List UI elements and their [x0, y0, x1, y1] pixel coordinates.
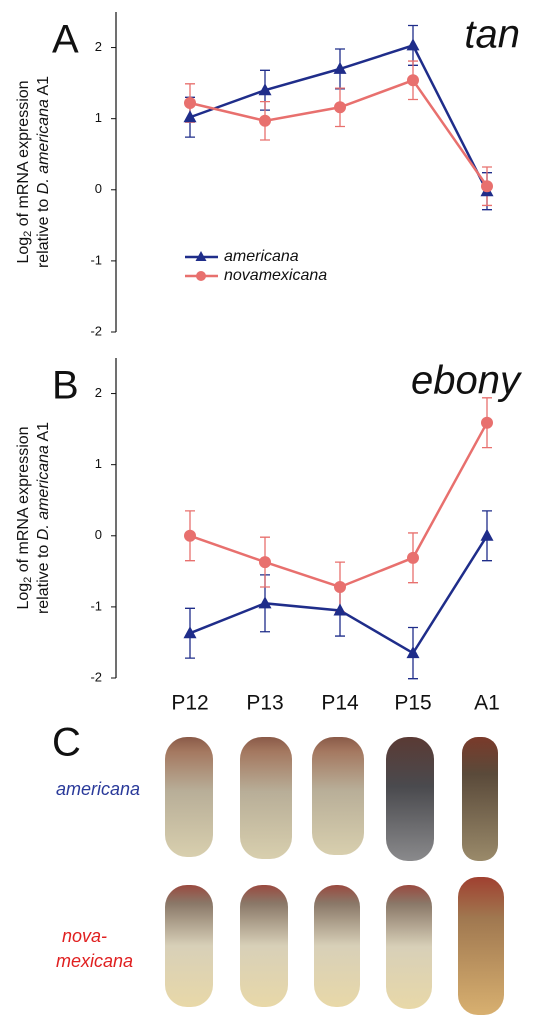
y-axis-label: Log2 of mRNA expression	[15, 426, 34, 609]
chart-title: tan	[464, 13, 520, 57]
y-tick-label: 1	[95, 456, 102, 471]
y-axis-label-part: Log	[15, 583, 32, 610]
marker	[407, 74, 419, 87]
marker	[333, 603, 347, 616]
y-axis-label-part: 2	[22, 231, 34, 237]
row-label: americana	[56, 779, 140, 799]
y-tick-label: -2	[90, 669, 102, 684]
photo	[165, 885, 213, 1007]
legend-marker	[195, 251, 207, 261]
y-axis-label-part: 2	[22, 577, 34, 583]
photos	[165, 737, 504, 1015]
y-axis-label-part: of mRNA expression	[15, 426, 32, 576]
photo	[314, 885, 360, 1007]
marker	[258, 83, 272, 96]
photo	[386, 885, 432, 1009]
photo	[386, 737, 434, 861]
marker	[184, 529, 196, 542]
y-axis-label: Log2 of mRNA expression	[15, 80, 34, 263]
x-tick-label: P14	[321, 692, 359, 715]
marker	[334, 580, 346, 593]
photo	[165, 737, 213, 857]
x-tick-label: P15	[394, 692, 431, 715]
marker	[480, 528, 494, 541]
marker	[183, 626, 197, 639]
marker	[406, 38, 420, 51]
marker	[481, 180, 493, 193]
y-axis-label: relative to D. americana A1	[35, 76, 52, 268]
panel-label: C	[52, 721, 81, 765]
y-tick-label: -1	[90, 252, 102, 267]
y-axis-label-part: relative to	[35, 540, 52, 614]
marker	[481, 416, 493, 429]
chart-title: ebony	[411, 359, 523, 403]
photo	[462, 737, 498, 861]
marker	[184, 97, 196, 110]
marker	[183, 110, 197, 123]
y-axis-label-part: A1	[35, 76, 52, 99]
photo	[312, 737, 364, 855]
y-axis-label: relative to D. americana A1	[35, 422, 52, 614]
marker	[259, 114, 271, 127]
row-label: nova-	[62, 926, 107, 946]
legend-label: americana	[224, 248, 299, 265]
marker	[333, 61, 347, 74]
y-tick-label: -1	[90, 598, 102, 613]
y-tick-label: 0	[95, 527, 102, 542]
marker	[406, 646, 420, 659]
y-axis-label-part: A1	[35, 422, 52, 445]
x-tick-label: A1	[474, 692, 500, 715]
marker	[259, 556, 271, 569]
y-tick-label: 2	[95, 39, 102, 54]
y-tick-label: 2	[95, 385, 102, 400]
legend-label: novamexicana	[224, 267, 327, 284]
y-tick-label: 0	[95, 181, 102, 196]
marker	[334, 101, 346, 114]
panel-label: B	[52, 364, 79, 408]
photo	[240, 737, 292, 859]
y-axis-label-part: Log	[15, 237, 32, 264]
y-axis-label-part: relative to	[35, 194, 52, 268]
series-line	[189, 78, 489, 187]
photo	[240, 885, 288, 1007]
y-axis-label-part: D. americana	[35, 99, 52, 194]
legend-marker	[196, 271, 206, 281]
photo	[458, 877, 504, 1015]
row-label: mexicana	[56, 951, 133, 971]
y-tick-label: 1	[95, 110, 102, 125]
y-tick-label: -2	[90, 323, 102, 338]
marker	[258, 596, 272, 609]
marker	[407, 551, 419, 564]
y-axis-label-part: D. americana	[35, 445, 52, 540]
x-tick-label: P13	[246, 692, 283, 715]
x-tick-label: P12	[171, 692, 208, 715]
y-axis-label-part: of mRNA expression	[15, 80, 32, 230]
panel-label: A	[52, 18, 79, 62]
